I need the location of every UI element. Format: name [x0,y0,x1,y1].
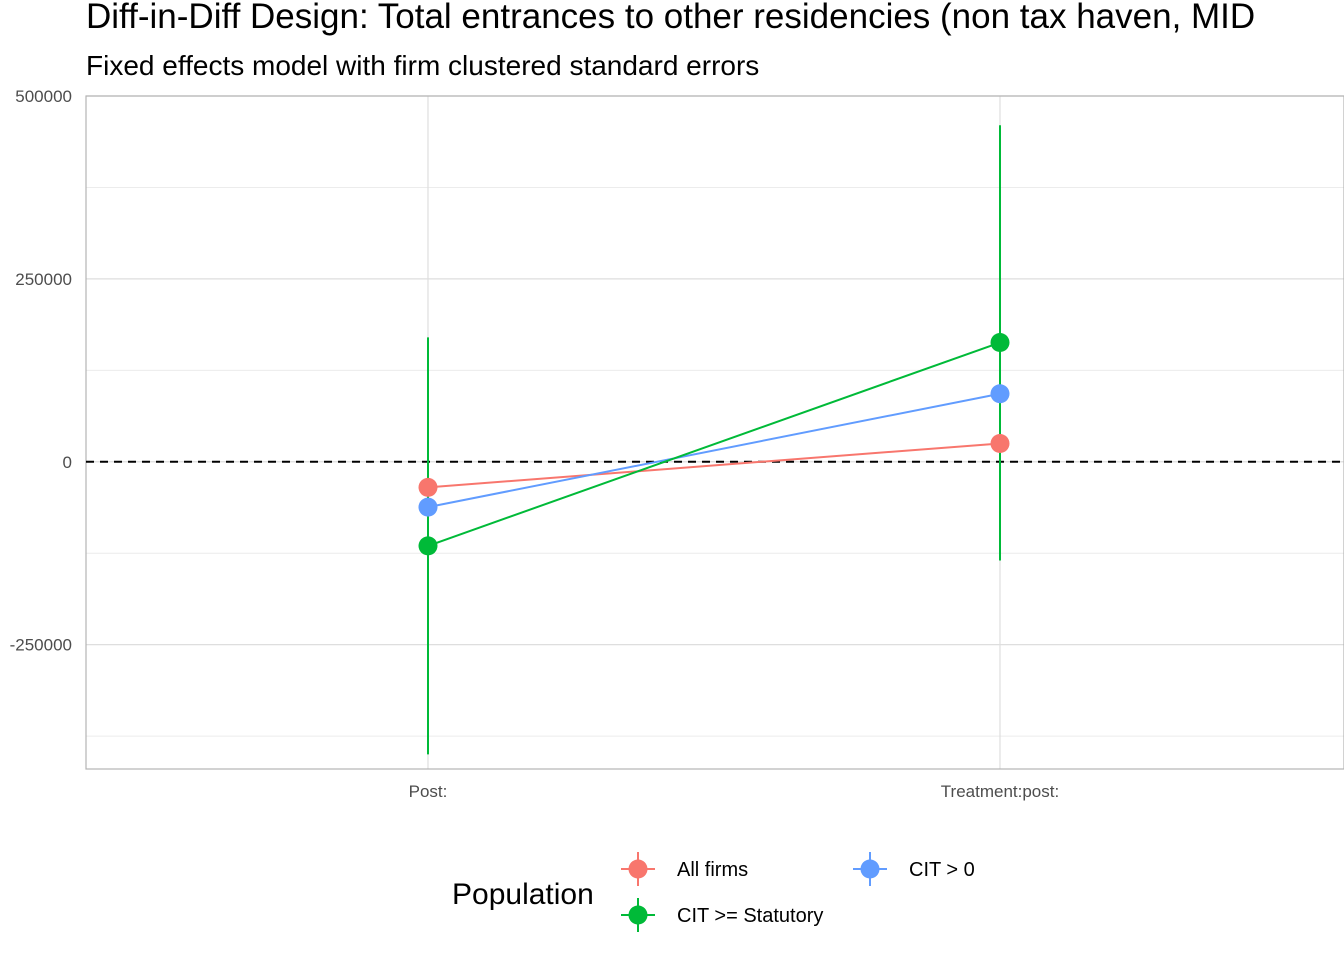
data-point [990,384,1010,404]
chart-title: Diff-in-Diff Design: Total entrances to … [86,0,1255,36]
data-point [990,333,1010,353]
series-line [427,392,1001,509]
legend: Population All firms CIT > 0 CIT >= Statuto… [452,852,975,932]
chart-subtitle: Fixed effects model with firm clustered … [86,50,759,81]
x-tick-label: Treatment:post: [941,782,1059,801]
legend-label: CIT >= Statutory [677,905,823,927]
series-line [427,442,1001,489]
series-line [427,341,1001,547]
y-tick-label: -250000 [10,636,72,655]
data-point [990,433,1010,453]
y-tick-label: 250000 [15,270,72,289]
x-tick-label: Post: [409,782,448,801]
legend-label: CIT > 0 [909,859,975,881]
legend-label: All firms [677,859,748,881]
legend-key-point [628,905,648,925]
legend-key-point [628,859,648,879]
panel-border [85,95,1344,770]
legend-key-point [860,859,880,879]
data-point [418,477,438,497]
y-tick-label: 0 [63,453,72,472]
data-point [418,497,438,517]
data-point [418,536,438,556]
plot-panel: 500000 250000 0 -250000 Post: Treatment:post: [10,87,1344,801]
y-tick-label: 500000 [15,87,72,106]
legend-title: Population [452,878,594,911]
